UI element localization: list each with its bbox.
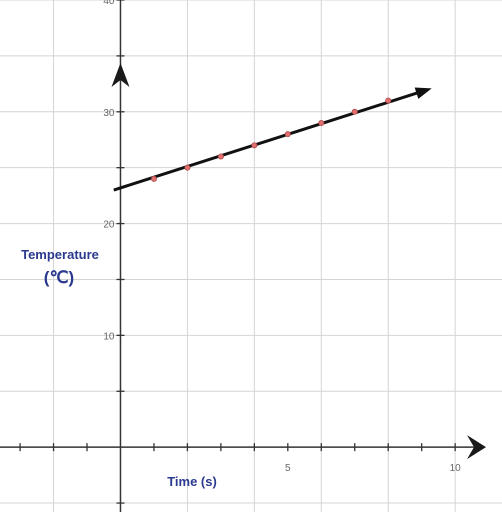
trend-line-group: [113, 87, 432, 192]
x-tick-label: 5: [285, 463, 291, 474]
y-tick-label: 40: [103, 0, 115, 7]
y-tick-label: 30: [103, 108, 115, 119]
y-tick-label: 10: [103, 331, 115, 342]
x-tick-label: 10: [450, 463, 462, 474]
axes: [0, 0, 486, 512]
axis-ticks: [19, 0, 456, 504]
y-tick-label: 20: [103, 220, 115, 231]
x-axis-title: Time (s): [167, 474, 217, 489]
y-axis-arrow-icon: [111, 63, 130, 87]
x-axis-arrow-icon: [467, 435, 486, 460]
data-point: [318, 119, 325, 126]
data-points: [150, 97, 392, 182]
data-point: [184, 164, 191, 171]
data-point: [150, 175, 157, 182]
trend-line: [113, 91, 419, 192]
tick-labels: 5 10 10 20 30 40: [103, 0, 461, 474]
data-point: [385, 97, 392, 104]
data-point: [351, 108, 358, 115]
data-point: [217, 153, 224, 160]
trend-line-arrow-icon: [414, 87, 432, 99]
y-axis-unit: (℃): [44, 268, 74, 287]
data-point: [284, 131, 291, 138]
data-point: [251, 142, 258, 149]
y-axis-title: Temperature: [21, 247, 99, 262]
